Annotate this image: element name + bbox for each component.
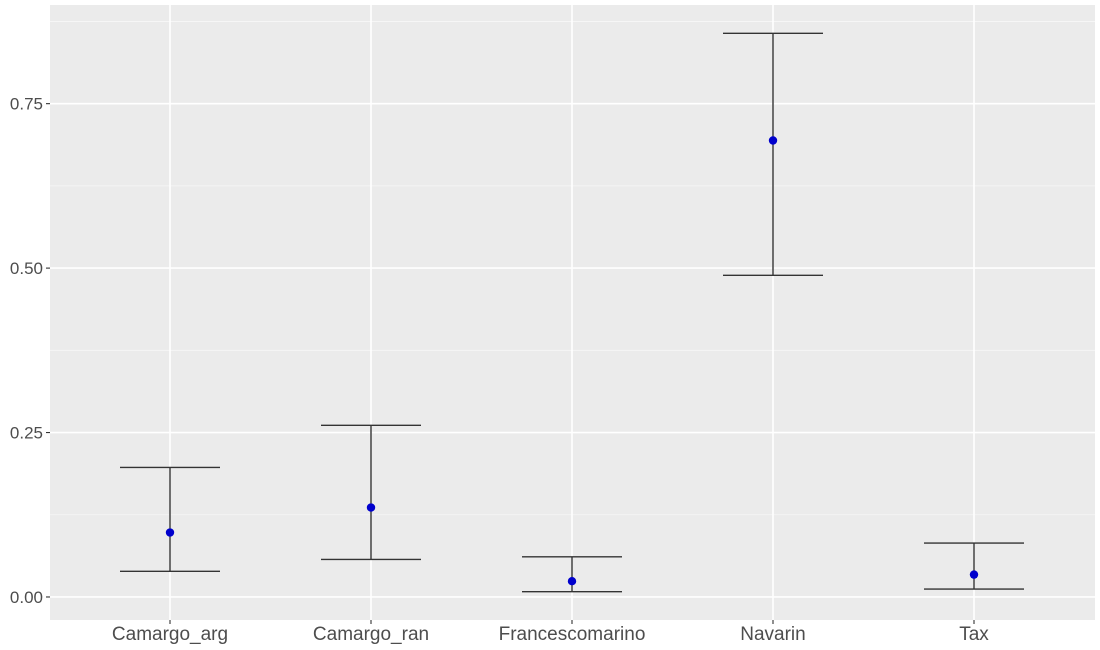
errorbar	[924, 542, 1024, 590]
x-tick-label: Navarin	[740, 624, 805, 645]
errorbar	[120, 466, 220, 573]
errorbar	[723, 32, 823, 277]
y-tick-label: 0.00	[10, 588, 43, 607]
y-axis: 0.00 0.25 0.50 0.75	[10, 95, 50, 607]
errorbar	[321, 424, 421, 561]
point-series	[165, 136, 979, 586]
y-tick-label: 0.50	[10, 259, 43, 278]
errorbar-series	[120, 32, 1024, 593]
data-point	[366, 503, 376, 512]
x-tick-label: Francescomarino	[499, 624, 646, 645]
x-tick-label: Camargo_ran	[313, 624, 429, 645]
x-tick-label: Tax	[959, 624, 989, 645]
x-tick-label: Camargo_arg	[112, 624, 228, 645]
data-point	[969, 570, 979, 579]
y-tick-label: 0.25	[10, 424, 43, 443]
y-tick-label: 0.75	[10, 95, 43, 114]
data-point	[567, 576, 577, 586]
errorbar	[522, 556, 622, 593]
data-point	[768, 136, 778, 145]
data-point	[165, 528, 175, 537]
x-axis: Camargo_arg Camargo_ran Francescomarino Nav…	[112, 620, 989, 645]
